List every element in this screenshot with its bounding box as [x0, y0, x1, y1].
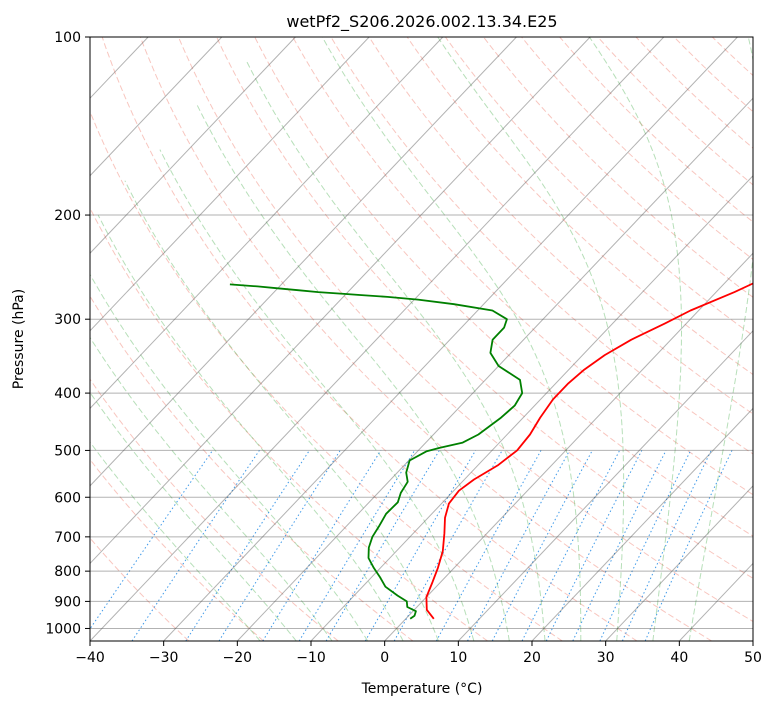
mixing-ratio-line: [325, 450, 440, 641]
isotherm-line: [90, 37, 444, 410]
isotherm-line: [310, 175, 753, 641]
mixing-ratio-line: [572, 450, 667, 641]
isotherm-line: [90, 37, 370, 332]
x-tick-label: −10: [296, 650, 326, 666]
x-tick-label: 30: [597, 650, 615, 666]
plot-frame: [89, 36, 754, 642]
moist-adiabat-line: [90, 273, 369, 641]
mixing-ratio-line: [621, 450, 712, 641]
isotherm-line: [236, 97, 753, 641]
dry-adiabat-line: [139, 37, 712, 641]
isotherm-line: [163, 37, 738, 641]
dry-adiabat-line: [90, 537, 190, 641]
x-tick-label: −40: [75, 650, 105, 666]
isotherm-line: [90, 37, 665, 641]
dry-adiabat-line: [559, 37, 753, 223]
mixing-ratio-line: [185, 450, 310, 641]
x-tick-label: 20: [523, 650, 541, 666]
isotherm-line: [90, 37, 296, 255]
moist-adiabat-line: [97, 214, 404, 641]
isotherm-line: [531, 407, 753, 641]
mixing-ratio-line: [262, 450, 382, 641]
x-tick-label: −30: [149, 650, 179, 666]
dry-adiabat-line: [368, 37, 753, 415]
dry-adiabat-line: [597, 37, 753, 186]
moist-adiabat-line: [321, 37, 582, 641]
mixing-ratio-line: [545, 450, 643, 641]
dry-adiabat-line: [406, 37, 753, 376]
moist-adiabat-line: [90, 441, 261, 641]
dry-adiabat-line: [444, 37, 753, 337]
y-tick-label: 900: [54, 594, 81, 610]
dry-adiabat-line: [90, 458, 264, 641]
y-tick-label: 1000: [45, 621, 81, 637]
moist-adiabat-line: [588, 37, 682, 641]
x-tick-label: 10: [449, 650, 467, 666]
temperature-profile-line: [425, 282, 753, 620]
dewpoint-profile-line: [229, 283, 524, 620]
moist-adiabat-line: [90, 336, 333, 641]
x-tick-label: 40: [670, 650, 688, 666]
x-tick-label: 50: [744, 650, 762, 666]
x-tick-label: 0: [380, 650, 389, 666]
y-tick-label: 200: [54, 208, 81, 224]
dry-adiabat-line: [521, 37, 753, 261]
mixing-ratio-line: [599, 450, 692, 641]
isotherm-line: [605, 485, 753, 641]
dry-adiabat-line: [90, 110, 563, 641]
moist-adiabat-line: [196, 104, 510, 641]
chart-title: wetPf2_S206.2026.002.13.34.E25: [286, 12, 557, 32]
isotherm-line: [90, 37, 517, 487]
y-tick-label: 700: [54, 530, 81, 546]
dry-adiabat-line: [90, 295, 414, 641]
mixing-ratio-line: [435, 450, 542, 641]
isotherm-line: [90, 37, 591, 565]
y-tick-label: 400: [54, 386, 81, 402]
isotherm-line: [384, 252, 753, 641]
y-tick-label: 300: [54, 312, 81, 328]
mixing-ratio-line: [218, 450, 341, 641]
y-tick-label: 600: [54, 490, 81, 506]
y-axis-label: Pressure (hPa): [11, 289, 27, 389]
dry-adiabat-line: [330, 37, 753, 455]
dry-adiabat-line: [292, 37, 753, 496]
x-axis-label: Temperature (°C): [361, 681, 483, 697]
dry-adiabat-line: [483, 37, 753, 298]
dry-adiabat-line: [216, 37, 753, 579]
y-tick-label: 800: [54, 564, 81, 580]
isotherm-line: [90, 37, 223, 177]
mixing-ratio-line: [364, 450, 477, 641]
mixing-ratio-line: [90, 450, 214, 630]
x-tick-label: −20: [223, 650, 253, 666]
moist-adiabat-line: [159, 149, 475, 641]
isotherm-line: [457, 330, 753, 641]
y-tick-label: 500: [54, 443, 81, 459]
mixing-ratio-line: [298, 450, 416, 641]
moist-adiabat-line: [124, 180, 439, 641]
dry-adiabat-line: [101, 37, 638, 641]
mixing-ratio-line: [644, 450, 733, 641]
dry-adiabat-line: [177, 37, 753, 623]
moist-adiabat-line: [688, 37, 753, 641]
moist-adiabat-line: [246, 61, 546, 641]
dry-adiabat-line: [635, 37, 753, 149]
y-tick-label: 100: [54, 30, 81, 46]
